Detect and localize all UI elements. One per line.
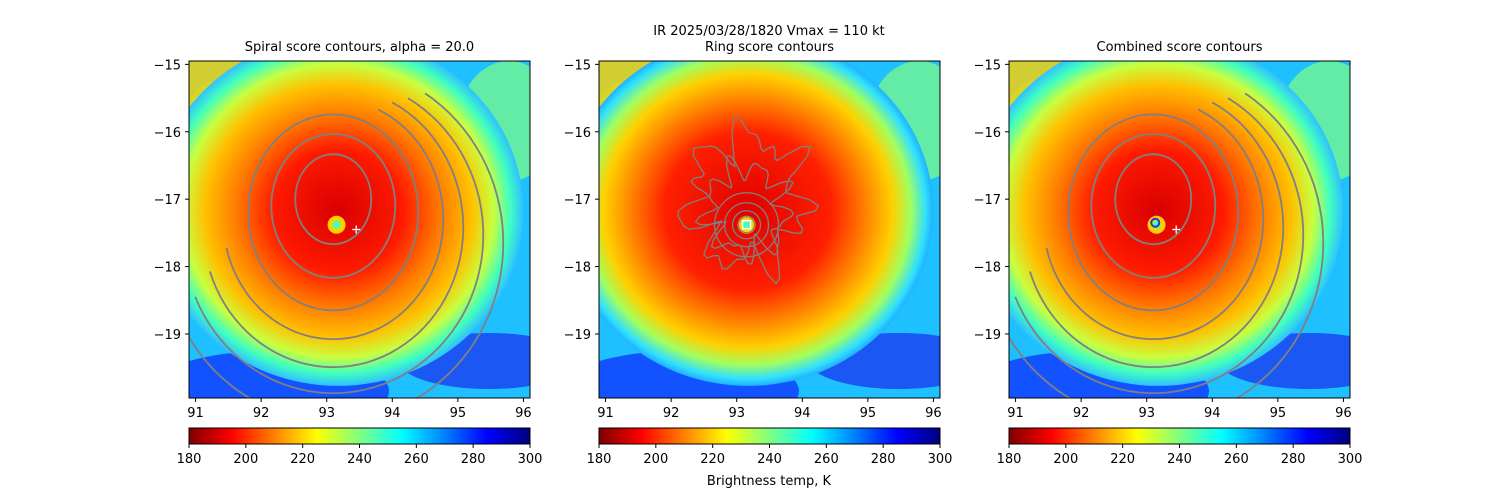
colorbar-tick-label: 220 bbox=[1110, 452, 1135, 467]
x-tick-label: 95 bbox=[450, 406, 467, 421]
brightness-temp-image bbox=[189, 61, 530, 398]
figure-suptitle: IR 2025/03/28/1820 Vmax = 110 kt bbox=[653, 24, 884, 39]
x-tick-label: 93 bbox=[1138, 406, 1155, 421]
y-tick-label: −15 bbox=[564, 58, 591, 73]
colorbar-tick-label: 280 bbox=[461, 452, 486, 467]
colorbar-tick-label: 220 bbox=[290, 452, 315, 467]
y-tick-label: −18 bbox=[564, 261, 591, 276]
y-tick-label: −16 bbox=[974, 126, 1001, 141]
x-tick-label: 95 bbox=[1270, 406, 1287, 421]
x-tick-label: 96 bbox=[925, 406, 942, 421]
y-tick-label: −18 bbox=[154, 261, 181, 276]
panel-3: Combined score contours 91 92 93 94 95 96 −15 −1… bbox=[974, 40, 1363, 467]
panel-1: Spiral score contours, alpha = 20.0 91 92 9… bbox=[154, 40, 543, 467]
panel-2: Ring score contours 91 92 93 94 95 96 −15 −16 −17… bbox=[564, 40, 953, 467]
score-contours bbox=[1009, 92, 1325, 398]
colorbar-tick-label: 200 bbox=[1053, 452, 1078, 467]
colorbar-tick-label: 220 bbox=[700, 452, 725, 467]
x-tick-label: 93 bbox=[728, 406, 745, 421]
brightness-temp-image bbox=[599, 61, 940, 398]
combined-center-marker bbox=[1150, 217, 1161, 228]
y-tick-label: −15 bbox=[974, 58, 1001, 73]
colorbar-tick-label: 240 bbox=[1167, 452, 1192, 467]
panel-title: Ring score contours bbox=[705, 40, 834, 55]
colorbar-tick-label: 240 bbox=[757, 452, 782, 467]
colorbar-tick-label: 260 bbox=[1224, 452, 1249, 467]
y-tick-label: −17 bbox=[564, 193, 591, 208]
colorbar-tick-label: 180 bbox=[997, 452, 1022, 467]
x-tick-label: 92 bbox=[253, 406, 270, 421]
y-tick-label: −19 bbox=[974, 328, 1001, 343]
x-tick-label: 91 bbox=[597, 406, 614, 421]
colorbar-tick-label: 260 bbox=[404, 452, 429, 467]
colorbar-tick-label: 200 bbox=[233, 452, 258, 467]
x-tick-label: 92 bbox=[1073, 406, 1090, 421]
y-tick-label: −17 bbox=[154, 193, 181, 208]
y-tick-label: −16 bbox=[154, 126, 181, 141]
colorbar: 180 200 220 240 260 280 300 bbox=[177, 427, 543, 467]
colorbar-tick-label: 240 bbox=[347, 452, 372, 467]
y-tick-label: −18 bbox=[974, 261, 1001, 276]
y-tick-label: −15 bbox=[154, 58, 181, 73]
colorbar-tick-label: 300 bbox=[928, 452, 953, 467]
y-tick-label: −19 bbox=[154, 328, 181, 343]
colorbar: 180 200 220 240 260 280 300 bbox=[997, 427, 1363, 467]
axes-frame bbox=[598, 60, 941, 399]
colorbar-tick-label: 300 bbox=[1338, 452, 1363, 467]
axes-frame bbox=[1008, 60, 1351, 399]
panel-title: Combined score contours bbox=[1097, 40, 1263, 55]
y-tick-label: −17 bbox=[974, 193, 1001, 208]
y-tick-label: −16 bbox=[564, 126, 591, 141]
x-tick-label: 93 bbox=[318, 406, 335, 421]
colorbar-tick-label: 260 bbox=[814, 452, 839, 467]
colorbar-label: Brightness temp, K bbox=[707, 474, 832, 489]
x-tick-label: 96 bbox=[515, 406, 532, 421]
x-tick-label: 91 bbox=[187, 406, 204, 421]
y-tick-label: −19 bbox=[564, 328, 591, 343]
x-tick-label: 96 bbox=[1335, 406, 1352, 421]
x-tick-label: 94 bbox=[384, 406, 401, 421]
colorbar-tick-label: 180 bbox=[177, 452, 202, 467]
colorbar-tick-label: 180 bbox=[587, 452, 612, 467]
axes-frame bbox=[188, 60, 531, 399]
score-contours bbox=[189, 92, 505, 398]
first-guess-marker bbox=[352, 225, 361, 234]
panel-title: Spiral score contours, alpha = 20.0 bbox=[245, 40, 474, 55]
colorbar-tick-label: 280 bbox=[1281, 452, 1306, 467]
score-contours bbox=[677, 116, 820, 285]
x-tick-label: 94 bbox=[794, 406, 811, 421]
brightness-temp-image bbox=[1009, 61, 1350, 398]
x-tick-label: 92 bbox=[663, 406, 680, 421]
first-guess-marker bbox=[1172, 225, 1181, 234]
x-tick-label: 91 bbox=[1007, 406, 1024, 421]
x-tick-label: 95 bbox=[860, 406, 877, 421]
x-tick-label: 94 bbox=[1204, 406, 1221, 421]
colorbar-tick-label: 200 bbox=[643, 452, 668, 467]
colorbar: 180 200 220 240 260 280 300 bbox=[587, 427, 953, 467]
colorbar-tick-label: 300 bbox=[518, 452, 543, 467]
colorbar-tick-label: 280 bbox=[871, 452, 896, 467]
ring-center-marker bbox=[741, 220, 752, 230]
